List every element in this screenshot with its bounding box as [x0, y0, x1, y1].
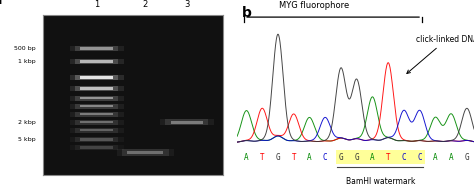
Bar — [81, 105, 113, 108]
Bar — [81, 138, 113, 141]
Text: MYG fluorophore: MYG fluorophore — [279, 1, 349, 10]
Bar — [81, 60, 113, 63]
Bar — [75, 46, 118, 51]
Bar — [75, 145, 118, 150]
Text: G: G — [276, 153, 280, 162]
Text: 2: 2 — [143, 0, 148, 9]
Bar — [75, 120, 118, 125]
Text: 1 kbp: 1 kbp — [18, 59, 36, 64]
Bar — [70, 127, 124, 133]
Text: 1: 1 — [94, 0, 100, 9]
Bar — [70, 59, 124, 64]
Text: T: T — [386, 153, 391, 162]
Bar — [81, 87, 113, 90]
Bar — [75, 96, 118, 101]
Text: A: A — [244, 153, 249, 162]
Text: T: T — [292, 153, 296, 162]
Text: click-linked DNA: click-linked DNA — [407, 35, 474, 74]
Bar — [75, 104, 118, 109]
Bar — [117, 149, 174, 156]
Text: G: G — [355, 153, 359, 162]
Text: C: C — [323, 153, 328, 162]
Text: BamHI watermark: BamHI watermark — [346, 177, 415, 186]
Bar — [75, 112, 118, 117]
Bar — [81, 113, 113, 116]
Bar — [81, 97, 113, 100]
Text: G: G — [465, 153, 469, 162]
Bar — [70, 145, 124, 150]
Text: C: C — [417, 153, 422, 162]
Text: 500 bp: 500 bp — [14, 46, 36, 51]
Bar — [75, 59, 118, 64]
Bar — [70, 46, 124, 51]
Text: A: A — [307, 153, 312, 162]
Bar — [75, 75, 118, 80]
Bar — [70, 137, 124, 142]
Bar — [165, 119, 209, 125]
Bar — [75, 86, 118, 91]
Text: 3: 3 — [184, 0, 190, 9]
Text: A: A — [433, 153, 438, 162]
Text: b: b — [242, 6, 252, 20]
Bar — [171, 120, 203, 124]
Text: A: A — [370, 153, 375, 162]
Bar — [81, 76, 113, 79]
Bar — [160, 119, 214, 125]
Bar — [70, 120, 124, 125]
Bar — [75, 137, 118, 142]
Bar — [336, 150, 425, 164]
Bar — [81, 48, 113, 50]
Bar — [81, 146, 113, 149]
Bar — [81, 129, 113, 131]
Bar — [70, 104, 124, 109]
Text: C: C — [401, 153, 406, 162]
Text: 5 kbp: 5 kbp — [18, 137, 36, 142]
Text: G: G — [338, 153, 343, 162]
Bar — [81, 121, 113, 124]
Text: a: a — [0, 0, 2, 7]
Bar — [70, 75, 124, 80]
Bar — [70, 112, 124, 117]
Text: 2 kbp: 2 kbp — [18, 120, 36, 125]
Bar — [75, 127, 118, 133]
Bar — [70, 86, 124, 91]
Text: T: T — [260, 153, 264, 162]
Bar — [122, 149, 169, 156]
Bar — [70, 96, 124, 101]
Bar — [128, 151, 164, 154]
Text: A: A — [449, 153, 454, 162]
